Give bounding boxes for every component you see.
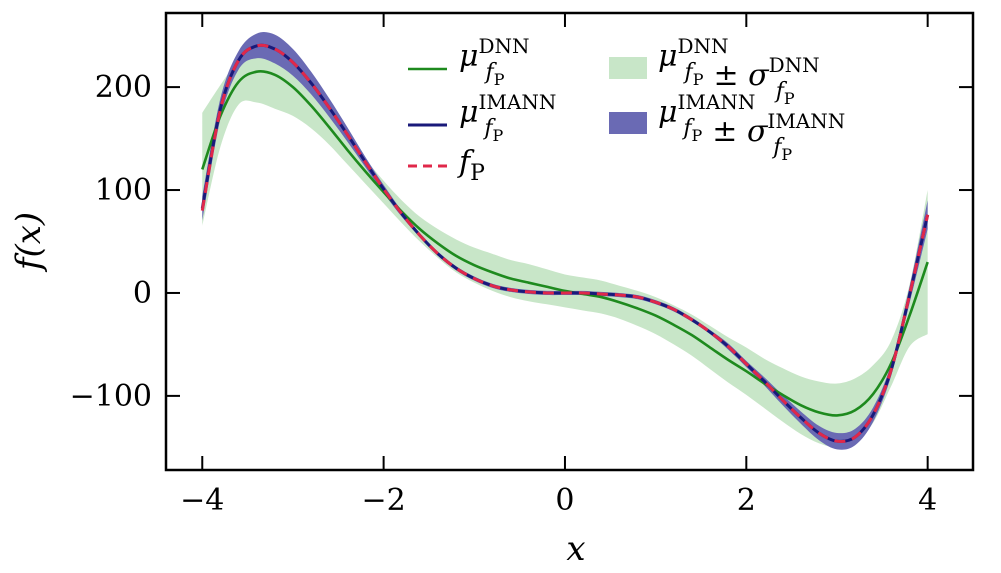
legend-handle-dnn-band	[609, 57, 647, 79]
x-tick-label: −2	[362, 483, 406, 518]
legend-label-imann-mean: μIMANN fP	[459, 90, 556, 145]
legend-label-fp: fP	[457, 145, 485, 186]
tick-labels: −4 −2 0 2 4 −100 0 100 200	[70, 70, 938, 518]
legend-handle-imann-band	[609, 112, 647, 134]
y-tick-label: 100	[95, 173, 152, 208]
y-axis-label: f(x)	[9, 212, 49, 273]
x-tick-label: 4	[918, 483, 937, 518]
x-axis-label: x	[566, 529, 585, 569]
uncertainty-bands	[202, 32, 928, 450]
y-tick-label: −100	[70, 379, 152, 414]
x-tick-label: 0	[555, 483, 574, 518]
axis-ticks	[166, 13, 973, 470]
dnn-uncertainty-band	[202, 38, 928, 448]
plot-frame	[164, 11, 975, 472]
legend-label-dnn-mean: μDNN fP	[459, 34, 530, 89]
fp-true-line	[200, 43, 930, 443]
y-tick-label: 200	[95, 70, 152, 105]
series-lines	[200, 43, 930, 443]
y-tick-label: 0	[133, 276, 152, 311]
x-tick-label: 2	[737, 483, 756, 518]
legend-label-imann-band: μIMANN fP ± σIMANN fP	[658, 90, 845, 164]
dnn-mean-line	[201, 69, 929, 417]
legend-label-dnn-band: μDNN fP ± σDNN fP	[658, 34, 820, 108]
x-tick-label: −4	[180, 483, 224, 518]
